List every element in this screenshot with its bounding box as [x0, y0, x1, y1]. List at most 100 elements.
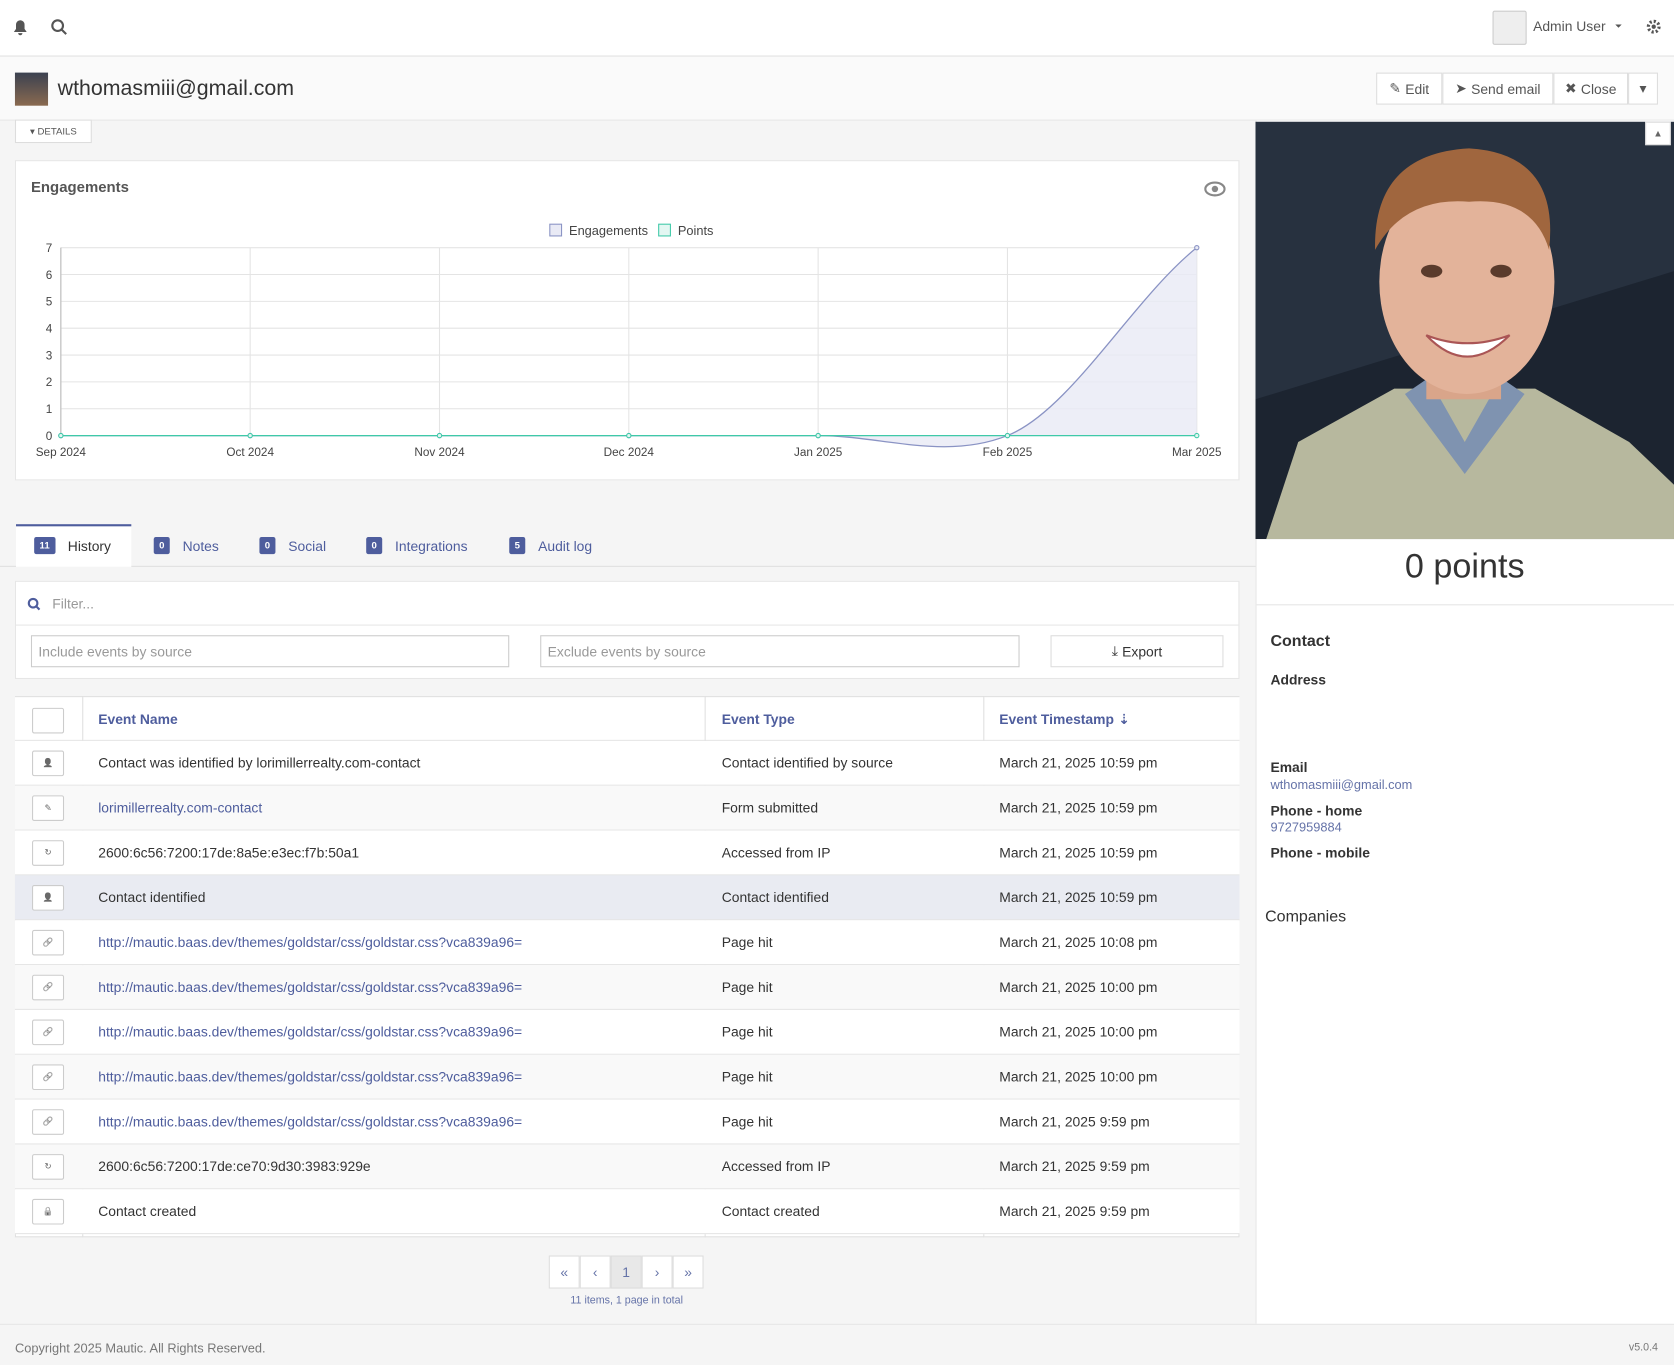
event-name[interactable]: http://mautic.baas.dev/themes/goldstar/c… [98, 934, 523, 951]
row-icon[interactable]: ↻ [32, 1154, 65, 1180]
event-name: Contact identified [98, 889, 206, 906]
header-cell[interactable]: Event Type [721, 711, 795, 728]
tab-count: 0 [366, 537, 383, 555]
field-label: Email [1270, 759, 1308, 776]
table-row: ↻ 2600:6c56:7200:17de:ce70:9d30:3983:929e… [14, 1144, 1240, 1190]
event-name[interactable]: http://mautic.baas.dev/themes/goldstar/c… [98, 1023, 523, 1040]
legend-label[interactable]: Engagements [569, 223, 648, 238]
tab-count: 0 [153, 537, 170, 555]
event-type: Page hit [721, 1113, 773, 1130]
tab[interactable]: 11 History [34, 525, 111, 566]
x-tick-label: Feb 2025 [983, 446, 1033, 459]
label: Export [1122, 643, 1163, 660]
event-type: Contact identified by source [721, 754, 893, 771]
point [1194, 245, 1200, 251]
avatar[interactable] [1492, 10, 1527, 45]
exclude-input[interactable]: Exclude events by source [540, 635, 1020, 668]
y-tick-label: 2 [46, 376, 53, 389]
details-toggle[interactable]: ▾ DETAILS [14, 119, 92, 144]
tab-count: 11 [34, 537, 55, 555]
search-input[interactable]: Filter... [52, 595, 94, 612]
include-input[interactable]: Include events by source [30, 635, 510, 668]
point [436, 432, 443, 439]
collapse-button[interactable]: ▲ [1645, 121, 1671, 146]
event-type: Page hit [721, 1023, 773, 1040]
field-label: Phone - mobile [1270, 844, 1370, 861]
event-timestamp: March 21, 2025 10:59 pm [999, 754, 1158, 771]
table-row: 🔒 Contact created Contact created March 21,… [14, 1189, 1240, 1235]
tab-rule [0, 565, 1256, 567]
header-cell[interactable]: Event Name [98, 711, 178, 728]
tab[interactable]: 0 Notes [153, 525, 219, 566]
edit-button[interactable]: ✎ Edit [1376, 72, 1443, 105]
chart: 0 1 2 3 4 5 6 7 Sep 2024 Oct 2024 Nov 2024 Dec 2024… [36, 223, 1222, 459]
row-icon[interactable]: 🔗 [32, 929, 65, 956]
tab-count: 5 [509, 537, 526, 555]
x-tick-label: Jan 2025 [794, 446, 843, 459]
more-button[interactable]: ▾ [1628, 72, 1658, 105]
event-name[interactable]: lorimillerrealty.com-contact [98, 799, 263, 816]
event-type: Page hit [721, 978, 773, 996]
event-name[interactable]: http://mautic.baas.dev/themes/goldstar/c… [98, 1068, 523, 1085]
tab-label: Notes [182, 537, 219, 554]
header-cell[interactable]: Event Timestamp ⇣ [999, 710, 1130, 728]
field-value[interactable]: wthomasmiii@gmail.com [1270, 777, 1413, 793]
event-timestamp: March 21, 2025 9:59 pm [999, 1158, 1150, 1175]
pagination-summary: 11 items, 1 page in total [570, 1294, 683, 1307]
row-icon[interactable]: 👤 [32, 750, 65, 777]
row-icon[interactable]: 🔒 [32, 1198, 65, 1225]
top-bar [0, 0, 1674, 57]
y-tick-label: 4 [46, 322, 53, 335]
tab[interactable]: 0 Social [259, 525, 326, 566]
table-row: 👤 Contact identified Contact identified Mar… [14, 875, 1240, 921]
toggle-icon[interactable] [1203, 180, 1226, 197]
row-icon[interactable]: 🔗 [32, 1109, 65, 1135]
row-icon[interactable]: 🔗 [32, 974, 65, 1001]
x-tick-label: Sep 2024 [36, 446, 87, 459]
page-button[interactable]: › [641, 1255, 673, 1289]
chart-title: Engagements [30, 178, 129, 196]
section-title: Companies [1265, 907, 1347, 926]
row-icon[interactable]: 🔗 [32, 1019, 65, 1046]
legend-swatch[interactable] [658, 223, 671, 237]
legend-label[interactable]: Points [678, 223, 714, 238]
row-icon[interactable]: ✎ [32, 795, 65, 821]
contact-thumb [14, 72, 49, 106]
y-tick-label: 7 [46, 242, 53, 255]
tab[interactable]: 0 Integrations [366, 525, 468, 566]
table-row: ↻ 2600:6c56:7200:17de:8a5e:e3ec:f7b:50a1 A… [14, 830, 1240, 876]
close-button[interactable]: ✖ Close [1553, 72, 1629, 105]
field-value[interactable]: 9727959884 [1270, 819, 1342, 835]
row-icon[interactable]: 👤 [32, 885, 65, 911]
page-button[interactable]: « [548, 1255, 580, 1289]
points: 0 points [1404, 546, 1525, 586]
user-name[interactable]: Admin User [1533, 18, 1606, 35]
export-button[interactable]: ⤓ Export [1050, 635, 1224, 668]
toggle-all[interactable] [32, 707, 65, 734]
section-title: Contact [1270, 632, 1331, 651]
page-button[interactable]: ‹ [579, 1255, 611, 1289]
event-name: 2600:6c56:7200:17de:8a5e:e3ec:f7b:50a1 [98, 844, 360, 861]
table-header: Event Name Event Type Event Timestamp ⇣ [14, 696, 1240, 741]
point [58, 432, 64, 439]
footer [0, 1323, 1674, 1365]
tab[interactable]: 5 Audit log [509, 525, 592, 566]
row-icon[interactable]: 🔗 [32, 1064, 65, 1091]
legend-swatch[interactable] [549, 223, 563, 237]
event-name: 2600:6c56:7200:17de:ce70:9d30:3983:929e [98, 1158, 371, 1175]
table-row: ✎ lorimillerrealty.com-contact Form submit… [14, 785, 1240, 831]
event-timestamp: March 21, 2025 10:00 pm [999, 1023, 1158, 1040]
point [247, 432, 253, 439]
page-button[interactable]: » [672, 1255, 704, 1289]
page-title: wthomasmiii@gmail.com [57, 76, 295, 101]
label: DETAILS [37, 125, 77, 137]
row-icon[interactable]: ↻ [32, 840, 65, 866]
event-name[interactable]: http://mautic.baas.dev/themes/goldstar/c… [98, 978, 523, 996]
event-name[interactable]: http://mautic.baas.dev/themes/goldstar/c… [98, 1113, 523, 1130]
event-timestamp: March 21, 2025 10:59 pm [999, 844, 1158, 861]
event-type: Accessed from IP [721, 844, 831, 861]
send-email-button[interactable]: ➤ Send email [1442, 72, 1554, 105]
page-button[interactable]: 1 [610, 1255, 642, 1289]
user-controls[interactable] [1612, 18, 1665, 35]
top-icons[interactable] [11, 17, 75, 38]
